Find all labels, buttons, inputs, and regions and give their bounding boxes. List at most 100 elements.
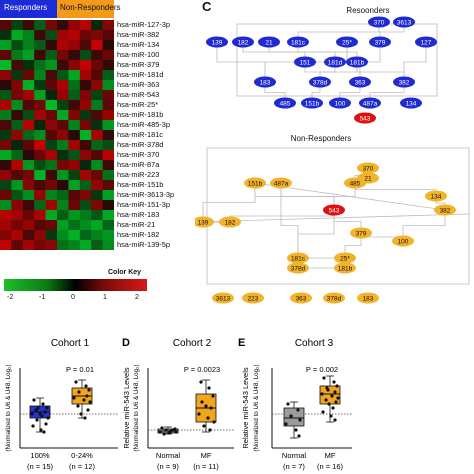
data-point xyxy=(38,412,42,416)
heatmap-cell xyxy=(68,60,81,71)
data-point xyxy=(334,400,338,404)
heatmap-cell xyxy=(45,70,58,81)
heatmap-cell xyxy=(79,20,92,31)
node-label: 21 xyxy=(364,176,372,183)
heatmap-cell xyxy=(34,70,46,81)
heatmap-grid xyxy=(0,20,114,250)
node-label: 370 xyxy=(363,166,374,173)
node-label: 127 xyxy=(421,40,432,47)
colorkey-ticks: -2 -1 0 1 2 xyxy=(4,292,147,304)
node-label: 543 xyxy=(360,116,371,123)
heatmap-cell xyxy=(68,110,81,121)
heatmap-cell xyxy=(34,50,46,61)
n-label: (n = 9) xyxy=(157,462,179,471)
heatmap-cell xyxy=(11,60,24,71)
heatmap-cell xyxy=(57,230,69,241)
heatmap-cell xyxy=(91,170,103,181)
heatmap-cell xyxy=(0,130,12,141)
data-point xyxy=(209,406,213,410)
heatmap-cell xyxy=(68,40,81,51)
heatmap-cell xyxy=(68,140,81,151)
nonresponder-node xyxy=(287,252,309,264)
heatmap-cell xyxy=(45,80,58,91)
node-label: 487a xyxy=(274,181,289,188)
heatmap-cell xyxy=(34,110,46,121)
data-point xyxy=(331,406,335,410)
heatmap-cell xyxy=(0,30,12,41)
heatmap-cell xyxy=(45,90,58,101)
colorkey-gradient xyxy=(4,279,147,291)
heatmap-cell xyxy=(57,160,69,171)
responder-node xyxy=(254,76,276,88)
heatmap-cell xyxy=(45,180,58,191)
node-label: 378d xyxy=(327,296,342,303)
node-label: 100 xyxy=(398,239,409,246)
node-label: 379 xyxy=(375,40,386,47)
heatmap-cell xyxy=(79,140,92,151)
data-point xyxy=(39,428,43,432)
gene-label: hsa-miR-151b xyxy=(117,180,164,189)
node-label: 485 xyxy=(280,101,291,108)
heatmap-cell xyxy=(68,90,81,101)
node-label: 363 xyxy=(296,296,307,303)
gene-label: hsa-miR-223 xyxy=(117,170,160,179)
data-point xyxy=(330,394,334,398)
heatmap-cell xyxy=(22,30,35,41)
data-point xyxy=(42,430,46,434)
heatmap-cell xyxy=(68,150,81,161)
heatmap-cell xyxy=(91,70,103,81)
data-point xyxy=(335,384,339,388)
heatmap-cell xyxy=(91,90,103,101)
node-label: 181b xyxy=(338,266,353,273)
heatmap-cell xyxy=(34,90,46,101)
heatmap-cell xyxy=(34,30,46,41)
node-label: 370 xyxy=(374,20,385,27)
data-point xyxy=(46,416,50,420)
responder-node xyxy=(294,56,316,68)
heatmap-cell xyxy=(91,180,103,191)
heatmap-cell xyxy=(102,220,114,231)
heatmap-cell xyxy=(22,170,35,181)
data-point xyxy=(336,396,340,400)
heatmap-cell xyxy=(91,200,103,211)
heatmap-cell xyxy=(79,80,92,91)
heatmap-cell xyxy=(22,140,35,151)
heatmap-cell xyxy=(79,50,92,61)
heatmap-cell xyxy=(34,150,46,161)
node-label: 487a xyxy=(363,101,378,108)
heatmap-cell xyxy=(34,100,46,111)
nonresponder-node xyxy=(212,292,234,304)
heatmap-cell xyxy=(45,220,58,231)
heatmap-cell xyxy=(45,230,58,241)
data-point xyxy=(294,428,298,432)
heatmap-cell xyxy=(79,170,92,181)
gene-label: hsa-miR-100 xyxy=(117,50,160,59)
node-label: 181d xyxy=(328,60,343,67)
heatmap-cell xyxy=(79,210,92,221)
n-label: (n = 11) xyxy=(193,462,219,471)
responder-node xyxy=(349,76,371,88)
heatmap-cell xyxy=(45,210,58,221)
nonresponder-node xyxy=(344,177,366,189)
heatmap-cell xyxy=(57,110,69,121)
heatmap-cell xyxy=(11,40,24,51)
node-label: 181b xyxy=(350,60,365,67)
heatmap-cell xyxy=(102,170,114,181)
data-point xyxy=(174,430,178,434)
node-label: 181c xyxy=(291,40,306,47)
gene-label: hsa-miR-485-3p xyxy=(117,120,170,129)
gene-label: hsa-miR-183 xyxy=(117,210,160,219)
heatmap-cell xyxy=(34,20,46,31)
responder-node xyxy=(324,56,346,68)
heatmap-cell xyxy=(68,160,81,171)
node-label: 100 xyxy=(335,101,346,108)
heatmap-cell xyxy=(91,140,103,151)
heatmap-cell xyxy=(11,30,24,41)
heatmap-cell xyxy=(57,220,69,231)
heatmap-cell xyxy=(11,200,24,211)
heatmap-cell xyxy=(45,240,58,250)
heatmap-cell xyxy=(91,230,103,241)
data-point xyxy=(167,431,171,435)
node-label: 139 xyxy=(198,220,209,227)
heatmap-cell xyxy=(68,130,81,141)
